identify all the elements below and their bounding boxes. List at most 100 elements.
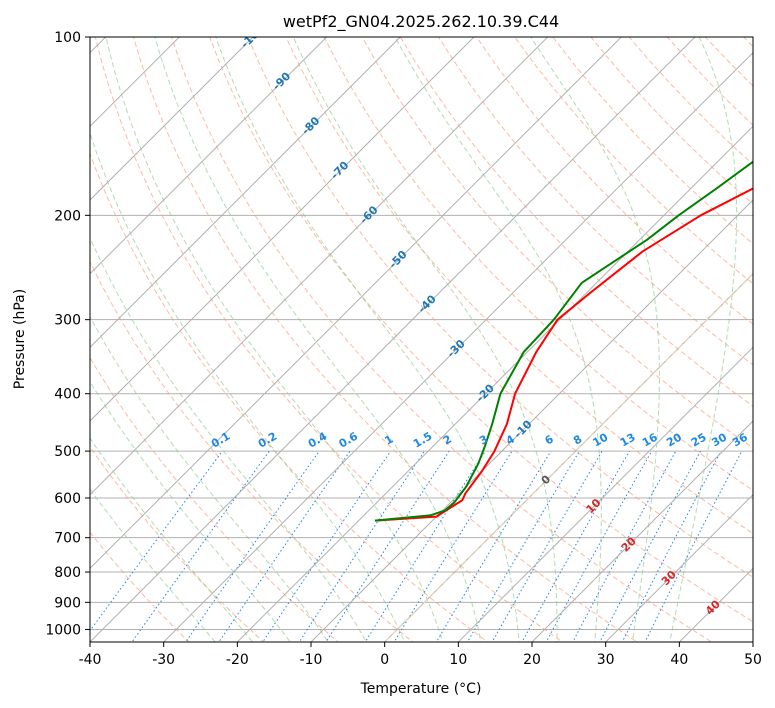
dry-adiabat-line (132, 37, 638, 642)
mixing-ratio-line (90, 450, 223, 632)
mixing-ratio-label: 0.4 (306, 429, 330, 450)
axes: -40 -30 -20 -10 0 10 20 30 40 50 100 200 300 400 500 60… (45, 30, 762, 668)
dry-adiabat-line (94, 37, 564, 642)
moist-adiabats (90, 37, 738, 642)
mixing-ratio-line (466, 450, 580, 642)
isotherm-line (604, 493, 753, 642)
mixing-ratio-label: 36 (730, 430, 750, 449)
plot-area: 0.1 0.2 0.4 0.6 1 1.5 2 3 4 6 8 10 13 16 20 25 30 36-100-… (0, 10, 775, 654)
mixing-ratio-line (262, 450, 392, 642)
x-tick-label: 50 (744, 652, 762, 668)
isotherm-line (678, 567, 753, 642)
moist-adiabat-line (154, 37, 482, 642)
isotherm-line (90, 37, 623, 570)
y-tick-label: 1000 (45, 622, 81, 638)
dewpoint-line (374, 160, 753, 522)
y-tick-label: 700 (54, 531, 81, 547)
isotherm-line (90, 37, 328, 275)
isotherm-line (90, 37, 549, 496)
x-tick-label: -30 (152, 652, 175, 668)
x-tick-label: 30 (597, 652, 615, 668)
y-axis-label: Pressure (hPa) (12, 289, 28, 389)
temperature-line (374, 187, 753, 522)
mixing-ratio-label: 0.6 (337, 429, 361, 450)
isotherm-label: -70 (328, 159, 351, 182)
dry-adiabat-line (628, 37, 753, 166)
dry-adiabat-line (590, 37, 753, 205)
isotherm-line (90, 37, 181, 128)
isotherm-line (90, 37, 402, 349)
y-tick-label: 800 (54, 565, 81, 581)
moist-adiabat-line (669, 37, 738, 642)
moist-adiabat-line (530, 37, 660, 642)
mixing-ratio-label: 2 (441, 433, 454, 448)
dry-adiabat-line (170, 37, 713, 642)
y-tick-label: 200 (54, 208, 81, 224)
dry-adiabat-line (514, 37, 753, 285)
mixing-ratio-label: 1.5 (411, 430, 434, 451)
isotherm-label: 40 (703, 597, 723, 617)
isotherm-line (90, 37, 475, 422)
dry-adiabat-line (90, 446, 265, 642)
moist-adiabat-line (292, 37, 558, 642)
isotherm-line (0, 10, 59, 654)
dry-adiabat-line (90, 356, 339, 642)
isotherm-line (90, 37, 696, 642)
dry-adiabat-line (742, 37, 753, 48)
series (374, 160, 753, 522)
isotherm-line (90, 37, 254, 201)
dry-adiabat-line (361, 37, 753, 449)
mixing-ratio-line (572, 450, 677, 642)
isotherm-line (162, 51, 753, 642)
y-tick-label: 100 (54, 30, 81, 46)
mixing-ratio-line (599, 450, 701, 642)
moist-adiabat-line (90, 236, 367, 642)
y-tick-label: 600 (54, 491, 81, 507)
x-tick-label: 0 (380, 652, 389, 668)
mixing-ratio-line (491, 450, 603, 642)
y-tick-label: 900 (54, 595, 81, 611)
mixing-ratio-label: 30 (709, 430, 729, 449)
isotherm-line (752, 641, 753, 642)
mixing-ratio-line (185, 450, 320, 642)
grid (90, 37, 753, 630)
x-tick-label: -10 (300, 652, 323, 668)
isotherm-line (383, 272, 753, 642)
x-axis-label: Temperature (°C) (360, 681, 482, 697)
mixing-ratio-line (325, 450, 450, 642)
line-labels: 0.1 0.2 0.4 0.6 1 1.5 2 3 4 6 8 10 13 16 20 25 30 36-100-… (209, 37, 750, 618)
y-tick-label: 400 (54, 387, 81, 403)
isotherm-label: -60 (357, 203, 380, 226)
x-tick-label: -40 (79, 652, 102, 668)
skewed-isotherms (0, 10, 753, 654)
moist-adiabat-line (90, 131, 406, 642)
dry-adiabat-line (755, 10, 775, 654)
isotherm-line (457, 346, 753, 642)
mixing-ratio-line (131, 450, 270, 642)
isotherm-line (531, 420, 753, 642)
chart-title: wetPf2_GN04.2025.262.10.39.C44 (283, 12, 559, 32)
isotherm-label: -20 (474, 381, 497, 404)
moist-adiabat-line (90, 488, 216, 642)
mixing-ratio-label: 1 (382, 433, 395, 448)
zero-isotherm-line (383, 272, 753, 642)
mixing-ratio-label: 0.2 (256, 430, 279, 451)
mixing-ratio-line (545, 450, 653, 642)
mixing-ratio-line (364, 450, 486, 642)
dry-adiabat-line (90, 260, 414, 642)
x-tick-label: 20 (523, 652, 541, 668)
dry-adiabat-line (90, 152, 489, 642)
y-tick-label: 300 (54, 313, 81, 329)
isotherm-line (236, 125, 753, 642)
dry-adiabat-line (476, 37, 753, 325)
dry-adiabat-line (399, 37, 753, 407)
y-tick-label: 500 (54, 444, 81, 460)
x-tick-label: 10 (449, 652, 467, 668)
moist-adiabat-line (90, 437, 254, 642)
moist-adiabat-line (90, 380, 291, 642)
mixing-ratio-label: 16 (640, 430, 660, 449)
mixing-ratio-label: 13 (618, 431, 638, 450)
isotherm-line (310, 199, 753, 642)
moist-adiabat-line (105, 37, 444, 642)
mixing-ratio-label: 8 (571, 433, 584, 448)
